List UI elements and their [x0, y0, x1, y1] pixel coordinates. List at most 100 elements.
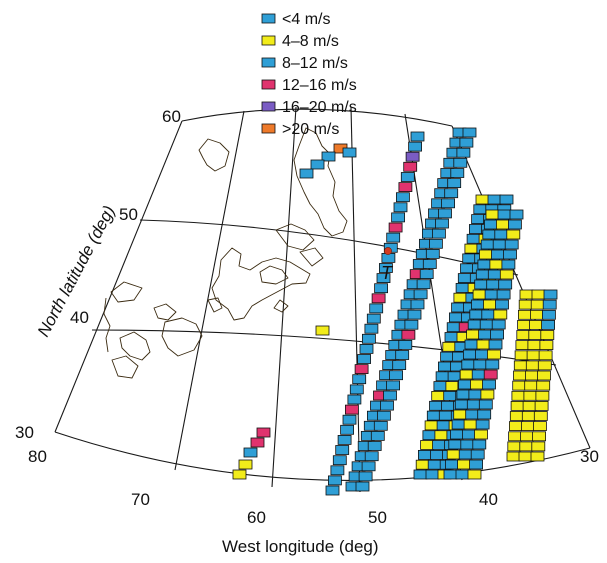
wind-cell-288 [541, 319, 555, 330]
wind-cell-294 [539, 340, 554, 351]
wind-cell-21 [361, 333, 376, 344]
wind-cell-245 [471, 369, 486, 380]
wind-cell-317 [521, 421, 535, 432]
wind-cell-265 [448, 439, 463, 450]
wind-cell-246 [483, 369, 498, 380]
wind-cell-266 [460, 439, 475, 450]
wind-cell-248 [470, 379, 484, 390]
legend-label-3: 8–12 m/s [282, 55, 348, 72]
wind-cell-40 [459, 137, 474, 148]
lat-tick-30: 30 [15, 423, 34, 442]
wind-cell-202 [482, 229, 497, 240]
legend-label-1: <4 m/s [282, 11, 330, 28]
wind-cell-68 [416, 279, 431, 290]
wind-cell-10 [388, 222, 403, 233]
wind-cell-60 [428, 238, 443, 249]
wind-cell-235 [464, 339, 479, 350]
wind-cell-267 [472, 439, 487, 450]
wind-cell-264 [474, 429, 488, 440]
wind-cell-102 [364, 451, 379, 462]
wind-cell-185 [432, 440, 447, 450]
legend-swatch-6 [261, 123, 276, 134]
wind-cell-96 [373, 420, 388, 431]
wind-cell-23 [357, 354, 372, 364]
wind-cell-142 [451, 302, 466, 313]
wind-cell-241 [461, 359, 476, 370]
wind-cell-33 [332, 455, 347, 466]
wind-cell-25 [352, 374, 367, 385]
meridian-60 [271, 106, 297, 488]
lon-tick-80: 80 [28, 447, 47, 466]
wind-cell-316 [508, 421, 523, 432]
wind-cell-205 [480, 239, 495, 250]
coastline-north-atlantic-icon [103, 127, 348, 379]
wind-cell-284 [530, 309, 544, 320]
point-t-marker [384, 247, 392, 255]
wind-cell-231 [491, 319, 506, 330]
wind-cell-2 [408, 141, 423, 152]
wind-cell-252 [480, 389, 495, 400]
wind-cell-178 [424, 420, 439, 431]
meridian-50 [350, 106, 361, 493]
wind-cell-292 [515, 340, 530, 351]
wind-cell-275 [455, 469, 470, 480]
wind-cell-203 [494, 229, 509, 240]
wind-cell-236 [476, 339, 491, 350]
legend-swatch-3 [261, 57, 276, 68]
wind-cell-281 [530, 299, 545, 310]
wind-cell-80 [398, 339, 413, 350]
wind-cell-188 [429, 449, 444, 460]
frame-bottom-arc [54, 431, 591, 481]
wind-cell-109 [475, 194, 490, 205]
wind-cell-304 [512, 380, 527, 391]
legend-swatch-1 [261, 13, 276, 24]
wind-cell-204 [506, 229, 521, 240]
wind-cell-333 [256, 427, 271, 438]
wind-cell-28 [344, 404, 359, 415]
wind-cell-175 [426, 410, 441, 421]
wind-cell-208 [479, 249, 493, 260]
wind-cell-232 [466, 329, 481, 340]
wind-cell-293 [527, 340, 542, 351]
wind-cell-323 [519, 441, 534, 452]
wind-cell-283 [518, 309, 532, 320]
wind-cell-302 [525, 370, 539, 381]
wind-cell-48 [447, 178, 462, 189]
wind-cell-226 [469, 309, 484, 320]
wind-cell-124 [464, 243, 479, 254]
wind-cell-118 [468, 224, 483, 234]
wind-cell-29 [342, 414, 357, 425]
wind-cell-262 [450, 429, 464, 440]
wind-cell-322 [507, 441, 522, 452]
wind-cell-257 [465, 409, 480, 420]
wind-cell-277 [519, 289, 534, 300]
lon-tick-60: 60 [247, 508, 266, 527]
wind-cell-299 [525, 360, 540, 371]
x-axis-title: West longitude (deg) [222, 537, 379, 556]
wind-cell-219 [498, 279, 513, 290]
wind-cell-164 [447, 371, 462, 382]
wind-cell-121 [466, 233, 481, 244]
wind-cell-229 [467, 319, 482, 330]
wind-cell-261 [475, 419, 490, 430]
wind-cell-224 [483, 299, 497, 310]
meridian-80 [54, 120, 183, 433]
wind-cell-154 [442, 341, 457, 352]
wind-cell-115 [471, 214, 486, 225]
wind-cell-22 [359, 343, 374, 354]
wind-cell-197 [497, 209, 512, 220]
wind-cell-334 [250, 437, 265, 448]
wind-cell-318 [533, 421, 547, 432]
wind-cell-139 [453, 292, 468, 303]
wind-cell-108 [355, 481, 370, 492]
wind-cell-15 [376, 273, 391, 284]
wind-cell-305 [524, 380, 539, 391]
wind-cell-90 [383, 390, 397, 401]
wind-cell-58 [431, 228, 446, 239]
wind-cell-260 [463, 419, 478, 430]
wind-cell-35 [327, 475, 342, 486]
lon-tick-70: 70 [131, 490, 150, 509]
wind-cell-286 [517, 319, 531, 330]
wind-cell-7 [395, 192, 410, 203]
